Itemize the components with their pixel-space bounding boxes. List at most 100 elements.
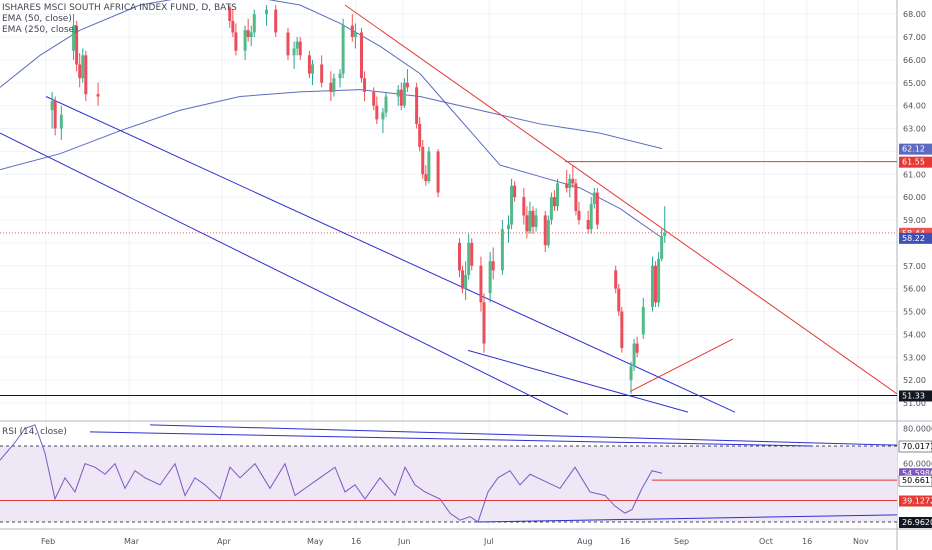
candle[interactable] (657, 252, 661, 307)
candle[interactable] (470, 238, 474, 271)
candle[interactable] (350, 14, 354, 42)
candle[interactable] (298, 37, 302, 60)
candle[interactable] (363, 71, 367, 102)
candle[interactable] (660, 229, 664, 262)
trend-drawings[interactable] (0, 4, 898, 523)
time-scale[interactable]: Feb Mar Apr May 16 Jun Jul Aug 16 Sep Oct 16 Nov (41, 537, 869, 546)
candle[interactable] (338, 69, 342, 88)
candle[interactable] (641, 297, 645, 339)
candle[interactable] (510, 178, 514, 230)
candle[interactable] (332, 73, 336, 97)
candles[interactable] (50, 5, 667, 394)
candle[interactable] (467, 233, 471, 280)
candle[interactable] (372, 87, 376, 111)
candle[interactable] (531, 206, 535, 234)
candle[interactable] (59, 105, 63, 140)
candle[interactable] (482, 293, 486, 353)
candle[interactable] (265, 5, 269, 26)
candle[interactable] (614, 265, 618, 294)
candle[interactable] (249, 25, 253, 47)
candle[interactable] (359, 27, 363, 83)
candle[interactable] (418, 117, 422, 152)
candle[interactable] (574, 178, 578, 216)
candle[interactable] (231, 9, 235, 38)
candle[interactable] (274, 5, 278, 38)
candle[interactable] (632, 338, 636, 371)
candle[interactable] (295, 37, 299, 56)
candle[interactable] (488, 252, 492, 303)
candle[interactable] (252, 9, 256, 38)
candle[interactable] (458, 238, 462, 278)
candle[interactable] (310, 59, 314, 86)
candle[interactable] (402, 78, 406, 108)
candle[interactable] (552, 190, 556, 211)
candle[interactable] (381, 107, 385, 134)
ema250-legend[interactable]: EMA (250, close) (2, 25, 78, 35)
ema50-legend[interactable]: EMA (50, close) (2, 14, 72, 24)
candle[interactable] (72, 14, 76, 60)
candle[interactable] (617, 284, 621, 317)
candle[interactable] (399, 82, 403, 111)
candle[interactable] (546, 215, 550, 248)
candle[interactable] (353, 23, 357, 49)
candle[interactable] (78, 53, 82, 88)
candle[interactable] (534, 208, 538, 232)
rsi-label[interactable]: RSI (14, close) (2, 427, 67, 437)
candle[interactable] (246, 18, 250, 42)
candle[interactable] (341, 18, 345, 79)
candle[interactable] (571, 165, 575, 188)
candle[interactable] (96, 82, 100, 106)
candle[interactable] (586, 210, 590, 234)
candle[interactable] (329, 71, 333, 102)
candle[interactable] (84, 50, 88, 102)
candle[interactable] (595, 187, 599, 230)
candle[interactable] (513, 181, 517, 202)
candle[interactable] (243, 25, 247, 60)
candle[interactable] (507, 215, 511, 243)
price-scale[interactable]: 68.00 67.00 66.00 65.00 64.00 63.00 61.00 60.00… (903, 10, 926, 408)
candle[interactable] (500, 220, 504, 275)
candle[interactable] (650, 256, 654, 312)
candle[interactable] (292, 41, 296, 70)
candle[interactable] (375, 96, 379, 124)
candle[interactable] (424, 165, 428, 186)
candle[interactable] (396, 85, 400, 106)
candle[interactable] (635, 336, 639, 358)
candle[interactable] (479, 256, 483, 312)
candle[interactable] (75, 21, 79, 72)
candle[interactable] (427, 146, 431, 184)
candle[interactable] (436, 149, 440, 198)
candle[interactable] (415, 82, 419, 129)
candle[interactable] (663, 206, 667, 243)
candle[interactable] (654, 261, 658, 307)
candle[interactable] (589, 197, 593, 234)
candle[interactable] (543, 210, 547, 253)
candle[interactable] (81, 48, 85, 83)
candle[interactable] (592, 187, 596, 209)
candle[interactable] (565, 169, 569, 193)
candle[interactable] (234, 23, 238, 56)
candle[interactable] (528, 201, 532, 234)
candle[interactable] (525, 206, 529, 239)
candle[interactable] (522, 187, 526, 225)
candle[interactable] (491, 247, 495, 280)
symbol-title[interactable]: ISHARES MSCI SOUTH AFRICA INDEX FUND, D,… (2, 3, 237, 13)
candle[interactable] (577, 201, 581, 225)
candle[interactable] (286, 27, 290, 60)
candle[interactable] (568, 174, 572, 198)
candle[interactable] (384, 91, 388, 118)
candle[interactable] (50, 91, 54, 129)
candle[interactable] (549, 192, 553, 225)
candle[interactable] (405, 69, 409, 92)
candle[interactable] (421, 139, 425, 179)
candle[interactable] (53, 96, 57, 136)
candle[interactable] (307, 50, 311, 79)
candle[interactable] (320, 55, 324, 88)
candle[interactable] (461, 265, 465, 294)
candle[interactable] (556, 178, 560, 211)
candle[interactable] (228, 5, 232, 28)
candle[interactable] (464, 261, 468, 301)
candle[interactable] (629, 361, 633, 394)
